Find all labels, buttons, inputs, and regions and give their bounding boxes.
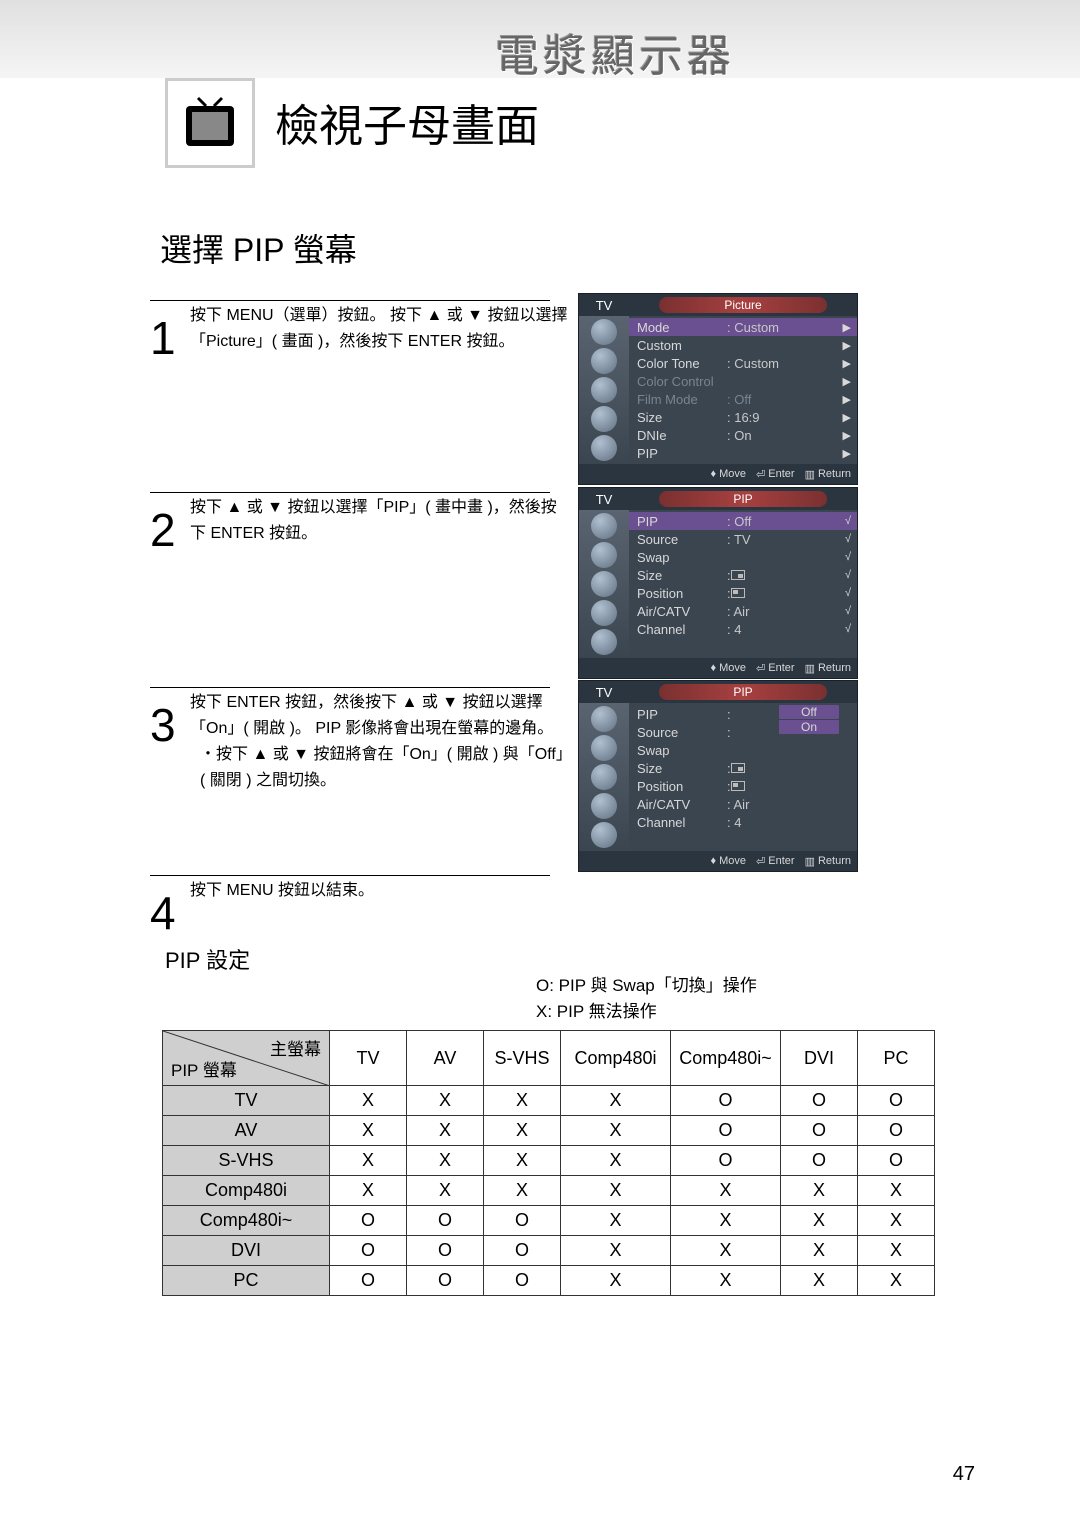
section-title: 選擇 PIP 螢幕: [160, 225, 357, 271]
osd-tv-label: TV: [579, 294, 629, 316]
osd-picture: TV Picture Mode: Custom▶ Custom▶ Color T…: [578, 293, 858, 485]
osd-pip: TV PIP PIP: Off√ Source: TV√ Swap√ Size:…: [578, 487, 858, 679]
page-number: 47: [953, 1463, 975, 1486]
legend: O: PIP 與 Swap「切換」操作 X: PIP 無法操作: [536, 973, 757, 1024]
return-icon: ▥ Return: [805, 468, 851, 481]
osd-title: Picture: [659, 297, 827, 313]
step-text-1: 按下 MENU（選單）按鈕。 按下 ▲ 或 ▼ 按鈕以選擇「Picture」( …: [190, 303, 570, 354]
tv-icon: [165, 78, 255, 168]
pip-settings-title: PIP 設定: [165, 943, 250, 975]
osd-options: Off On: [779, 704, 839, 735]
page-title: 檢視子母畫面: [275, 90, 539, 154]
compat-table: 主螢幕 PIP 螢幕 TV AV S-VHS Comp480i Comp480i…: [162, 1030, 935, 1296]
osd-pip-onoff: TV PIP PIP: Source: Swap Size: Position:…: [578, 680, 858, 872]
osd-icons: [579, 316, 629, 464]
rule: [150, 300, 550, 301]
enter-icon: ⏎ Enter: [756, 468, 795, 481]
step-3-sub: ・按下 ▲ 或 ▼ 按鈕將會在「On」( 開啟 ) 與「Off」( 關閉 ) 之…: [200, 742, 565, 793]
step-num-1: 1: [150, 311, 176, 365]
move-icon: ♦ Move: [711, 468, 747, 480]
osd-menu: Mode: Custom▶ Custom▶ Color Tone: Custom…: [629, 316, 857, 464]
header-title: 電漿顯示器: [495, 20, 735, 84]
osd-footer: ♦ Move ⏎ Enter ▥ Return: [579, 464, 857, 484]
